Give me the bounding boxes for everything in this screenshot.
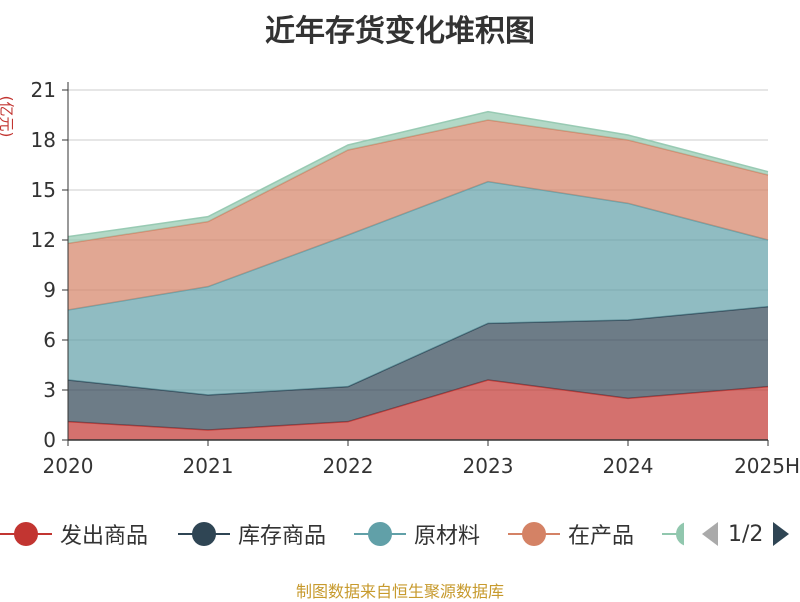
legend-item-series-1[interactable]: 发出商品 — [0, 512, 148, 556]
legend-label: 原材料 — [414, 524, 481, 549]
legend-marker-icon — [508, 522, 560, 546]
legend-item-series-2[interactable]: 库存商品 — [178, 512, 326, 556]
y-tick-label: 15 — [31, 178, 56, 202]
y-tick-label: 12 — [31, 228, 56, 252]
area-series-1 — [68, 380, 768, 440]
legend-item-series-4[interactable]: 在产品 — [508, 512, 634, 556]
x-tick-label: 2020 — [43, 454, 94, 478]
chart-title: 近年存货变化堆积图 — [265, 14, 535, 49]
x-tick-label: 2022 — [323, 454, 374, 478]
next-page-icon[interactable] — [771, 520, 791, 548]
legend-page-indicator: 1/2 — [728, 521, 764, 547]
y-tick-label: 6 — [43, 328, 56, 352]
legend-label: 库存商品 — [238, 524, 327, 549]
area-series-2 — [68, 306, 768, 430]
legend-label: 在产品 — [568, 524, 635, 549]
legend-item-series-3[interactable]: 原材料 — [354, 512, 480, 556]
area-series-5 — [68, 111, 768, 244]
data-source-note: 制图数据来自恒生聚源数据库 — [295, 582, 504, 601]
x-tick-label: 2023 — [463, 454, 514, 478]
area-series-4 — [68, 120, 768, 310]
legend-marker-icon — [662, 522, 684, 546]
prev-page-icon[interactable] — [700, 520, 720, 548]
x-tick-label: 2021 — [183, 454, 234, 478]
y-tick-label: 0 — [43, 428, 56, 452]
area-series-3 — [68, 181, 768, 395]
legend-marker-icon — [354, 522, 406, 546]
y-tick-label: 21 — [31, 78, 56, 102]
legend: 发出商品 库存商品 原材料 在产品 1/2 — [0, 512, 800, 558]
y-tick-label: 3 — [43, 378, 56, 402]
legend-marker-icon — [178, 522, 230, 546]
legend-item-series-5[interactable] — [662, 512, 684, 556]
legend-label: 发出商品 — [60, 524, 149, 549]
y-tick-label: 9 — [43, 278, 56, 302]
y-tick-label: 18 — [31, 128, 56, 152]
x-tick-label: 2025H — [734, 454, 800, 478]
x-tick-label: 2024 — [603, 454, 654, 478]
legend-pager: 1/2 — [700, 512, 791, 556]
area-series-5-line — [67, 110, 769, 238]
legend-marker-icon — [0, 522, 52, 546]
